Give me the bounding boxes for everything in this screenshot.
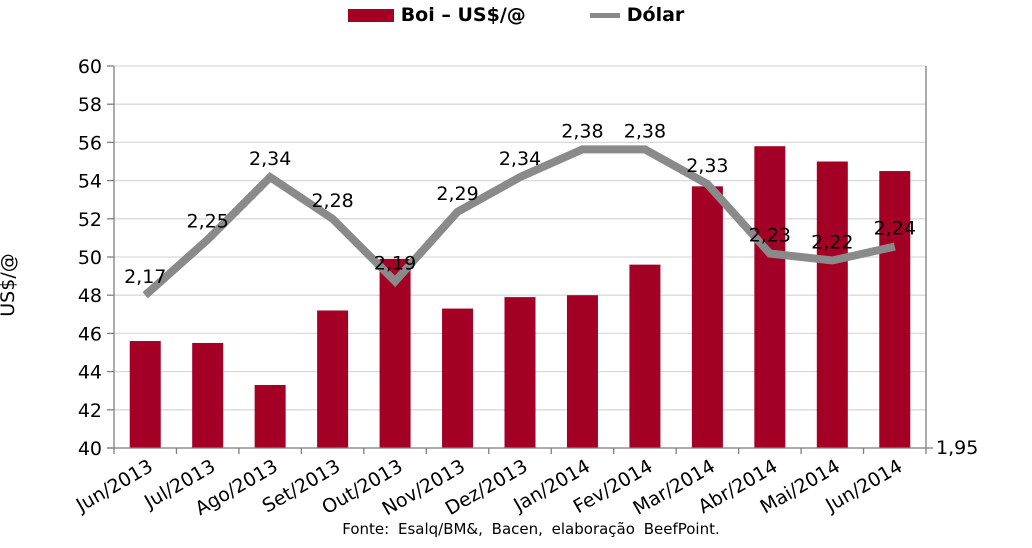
source-note: Fonte: Esalq/BM&, Bacen, elaboração Beef… [342,520,720,538]
legend: Boi – US$/@ Dólar [0,4,1032,26]
bar [317,310,349,448]
line-data-label: 2,19 [374,252,416,274]
bar [879,171,911,449]
axes [107,65,933,454]
y-tick-label: 40 [78,438,102,460]
y-tick-label: 52 [78,209,102,231]
line-data-labels: 2,17 2,25 2,34 2,28 2,19 2,29 2,34 2,38 2,38 2,33… [124,120,916,288]
bar-series-swatch-icon [347,8,394,22]
line-data-label: 2,29 [436,183,478,205]
x-axis-labels: Jun/2013Jul/2013Ago/2013Set/2013Out/2013… [72,455,907,520]
bar [254,384,286,448]
x-tick-label: Jun/2013 [72,455,157,517]
bar [691,186,723,448]
bar [504,297,536,448]
line-path [142,145,896,299]
legend-label-boi: Boi – US$/@ [400,4,526,26]
legend-label-dolar: Dólar [626,4,685,26]
y-axis-labels: 60 58 56 54 52 50 48 46 44 42 40 [78,56,102,460]
y-tick-label: 54 [78,171,102,193]
bar [816,161,848,448]
line-data-label: 2,38 [624,120,666,142]
y-tick-label: 42 [78,400,102,422]
legend-item-boi: Boi – US$/@ [347,4,526,26]
y-tick-label: 58 [78,94,102,116]
line-data-label: 2,25 [187,211,229,233]
bar [192,342,224,448]
line-data-label: 2,28 [311,190,353,212]
bar [566,295,598,448]
y-tick-label: 48 [78,285,102,307]
line-data-label: 2,34 [499,148,541,170]
line-series [142,145,896,299]
bar [379,258,411,448]
bar [754,146,786,448]
line-data-label: 2,33 [686,155,728,177]
y-tick-label: 44 [78,362,102,384]
line-series-swatch-icon [589,12,620,18]
line-data-label: 2,24 [874,218,916,240]
right-axis-label: 1,95 [936,437,978,459]
line-data-label: 2,38 [561,120,603,142]
bar-series [129,146,911,449]
line-data-label: 2,22 [811,231,853,253]
line-data-label: 2,17 [124,266,166,288]
y-tick-label: 60 [78,56,102,78]
bar [442,308,474,448]
bar [129,341,161,448]
bar [629,264,661,448]
line-data-label: 2,34 [249,148,291,170]
y-tick-label: 46 [78,323,102,345]
line-data-label: 2,23 [749,225,791,247]
y-tick-label: 56 [78,132,102,154]
legend-item-dolar: Dólar [589,4,685,26]
y-tick-label: 50 [78,247,102,269]
